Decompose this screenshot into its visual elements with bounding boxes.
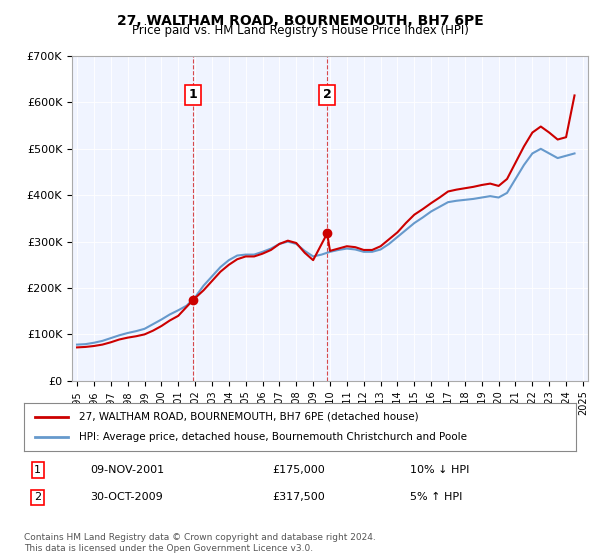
Text: 2: 2 xyxy=(34,492,41,502)
Text: 10% ↓ HPI: 10% ↓ HPI xyxy=(410,465,470,475)
Text: 30-OCT-2009: 30-OCT-2009 xyxy=(90,492,163,502)
Text: 27, WALTHAM ROAD, BOURNEMOUTH, BH7 6PE: 27, WALTHAM ROAD, BOURNEMOUTH, BH7 6PE xyxy=(116,14,484,28)
Text: HPI: Average price, detached house, Bournemouth Christchurch and Poole: HPI: Average price, detached house, Bour… xyxy=(79,432,467,442)
Text: 1: 1 xyxy=(34,465,41,475)
Text: £175,000: £175,000 xyxy=(272,465,325,475)
Text: Price paid vs. HM Land Registry's House Price Index (HPI): Price paid vs. HM Land Registry's House … xyxy=(131,24,469,37)
Text: 27, WALTHAM ROAD, BOURNEMOUTH, BH7 6PE (detached house): 27, WALTHAM ROAD, BOURNEMOUTH, BH7 6PE (… xyxy=(79,412,419,422)
Text: 09-NOV-2001: 09-NOV-2001 xyxy=(90,465,164,475)
Text: 2: 2 xyxy=(323,88,332,101)
Text: £317,500: £317,500 xyxy=(272,492,325,502)
Text: Contains HM Land Registry data © Crown copyright and database right 2024.
This d: Contains HM Land Registry data © Crown c… xyxy=(24,533,376,553)
Text: 5% ↑ HPI: 5% ↑ HPI xyxy=(410,492,463,502)
Text: 1: 1 xyxy=(188,88,197,101)
